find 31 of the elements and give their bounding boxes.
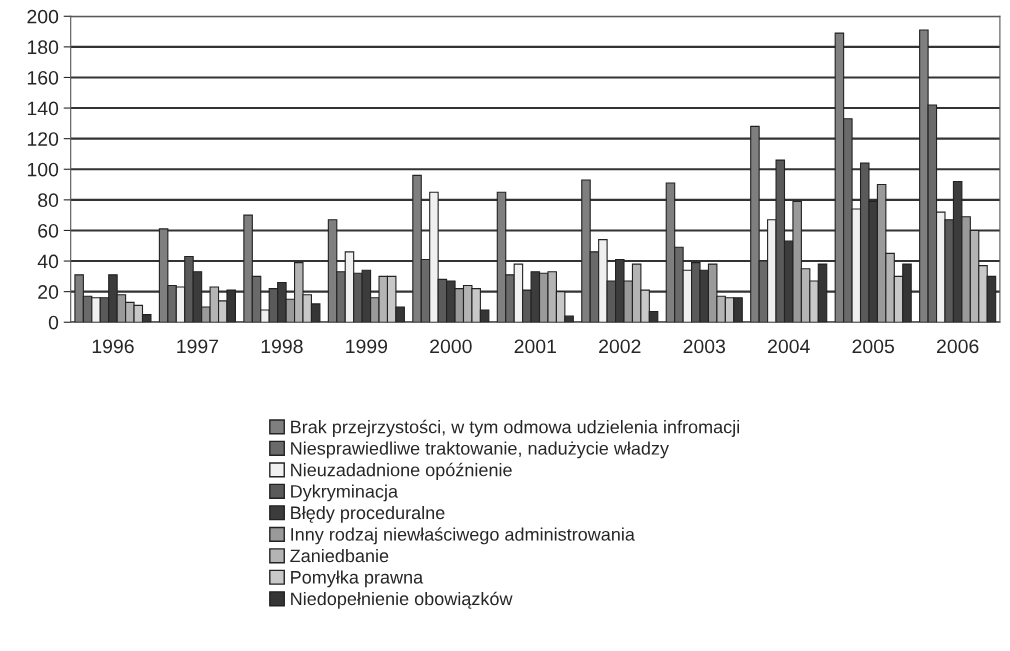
legend-label: Brak przejrzystości, w tym odmowa udzielenia infromacji bbox=[291, 419, 739, 437]
legend-label: Błędy proceduralne bbox=[291, 505, 445, 523]
y-tick-label: 200 bbox=[27, 9, 59, 24]
x-tick-label: 1999 bbox=[346, 339, 388, 354]
x-tick-label: 2005 bbox=[852, 339, 895, 354]
y-tick-label: 80 bbox=[38, 193, 59, 208]
x-tick-label: 2002 bbox=[599, 339, 641, 354]
y-tick-label: 120 bbox=[27, 132, 59, 146]
legend-label: Pomyłka prawna bbox=[291, 570, 424, 588]
legend-label: Zaniedbanie bbox=[290, 548, 389, 563]
legend-label: Nieuzadadnione opóźnienie bbox=[291, 462, 512, 480]
y-tick-label: 160 bbox=[27, 70, 59, 85]
y-tick-label: 20 bbox=[38, 285, 59, 299]
y-tick-label: 40 bbox=[37, 254, 59, 269]
x-tick-label: 2006 bbox=[937, 339, 979, 354]
x-tick-label: 2001 bbox=[514, 339, 556, 354]
legend-label: Niedopełnienie obowiązków bbox=[291, 591, 513, 609]
legend-label: Dykryminacja bbox=[291, 484, 399, 502]
x-tick-label: 1997 bbox=[177, 339, 219, 354]
legend-label: Niesprawiedliwe traktowanie, nadużycie władzy bbox=[291, 441, 669, 459]
x-tick-label: 2000 bbox=[430, 339, 472, 354]
y-tick-label: 0 bbox=[48, 315, 59, 330]
x-tick-label: 2004 bbox=[768, 339, 810, 354]
y-tick-label: 180 bbox=[27, 40, 59, 55]
y-tick-label: 60 bbox=[38, 223, 59, 238]
y-tick-label: 100 bbox=[27, 162, 59, 177]
legend-label: Inny rodzaj niewłaściwego administrowania bbox=[291, 527, 635, 545]
x-tick-label: 1998 bbox=[261, 339, 303, 354]
x-tick-label: 1996 bbox=[92, 339, 134, 354]
x-tick-label: 2003 bbox=[683, 339, 726, 354]
y-tick-label: 140 bbox=[27, 101, 59, 116]
